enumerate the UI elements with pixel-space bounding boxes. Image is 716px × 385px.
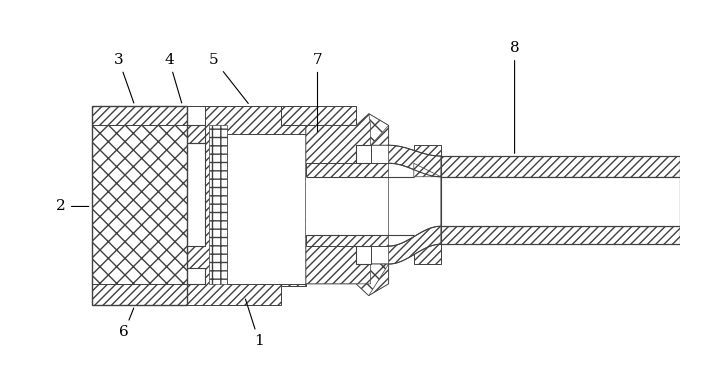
Polygon shape <box>208 126 226 284</box>
Text: 6: 6 <box>119 308 134 340</box>
Text: 1: 1 <box>246 299 264 348</box>
Text: 4: 4 <box>164 53 182 103</box>
Bar <box>414 224 441 244</box>
Bar <box>414 156 441 177</box>
Polygon shape <box>92 126 205 284</box>
Bar <box>306 177 414 235</box>
Polygon shape <box>414 244 441 264</box>
Polygon shape <box>369 114 389 145</box>
Polygon shape <box>92 105 187 126</box>
Polygon shape <box>441 156 680 177</box>
Text: 8: 8 <box>510 41 519 153</box>
Polygon shape <box>306 114 389 206</box>
Polygon shape <box>306 163 414 177</box>
Polygon shape <box>389 226 441 264</box>
Polygon shape <box>281 105 356 126</box>
Polygon shape <box>306 206 389 296</box>
Polygon shape <box>187 105 306 305</box>
Bar <box>356 246 371 264</box>
Polygon shape <box>389 163 441 246</box>
Text: 7: 7 <box>313 53 322 132</box>
Bar <box>441 177 680 226</box>
Polygon shape <box>414 163 441 177</box>
Text: 3: 3 <box>114 53 134 103</box>
Polygon shape <box>441 226 680 244</box>
Text: 5: 5 <box>209 53 248 104</box>
Polygon shape <box>92 284 187 305</box>
Text: 2: 2 <box>56 199 89 213</box>
Bar <box>187 144 205 246</box>
Polygon shape <box>356 264 389 296</box>
Bar <box>306 177 414 235</box>
Polygon shape <box>414 145 441 156</box>
Bar <box>356 145 371 163</box>
Polygon shape <box>389 145 441 177</box>
Polygon shape <box>306 235 414 246</box>
